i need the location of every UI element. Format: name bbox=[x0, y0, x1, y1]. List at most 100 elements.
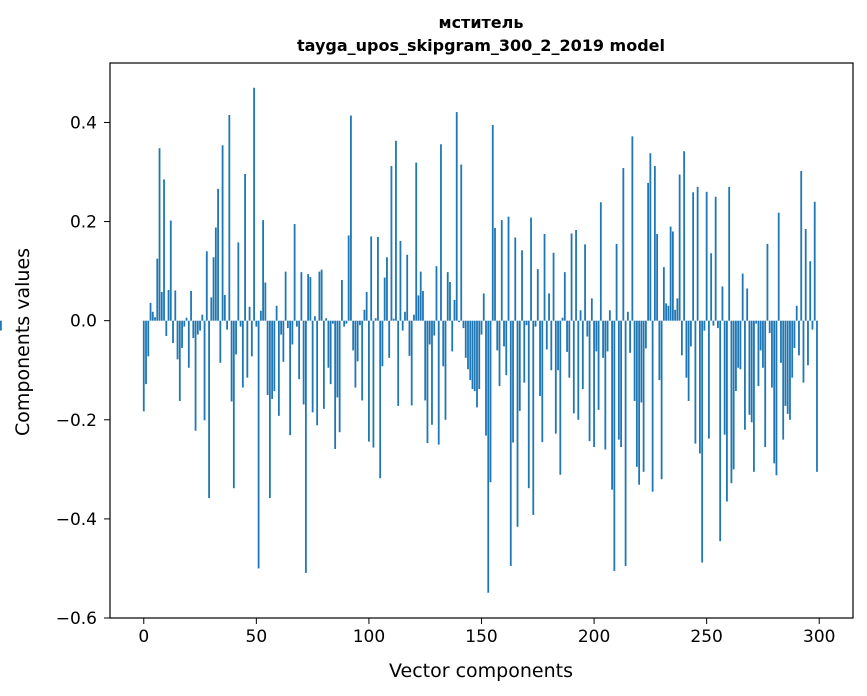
bar-112 bbox=[395, 140, 397, 321]
bar-167 bbox=[518, 320, 521, 411]
bar-128 bbox=[431, 320, 433, 425]
bar-94 bbox=[354, 320, 357, 388]
bar-48 bbox=[250, 320, 253, 357]
bar-72 bbox=[304, 320, 307, 573]
bar-51 bbox=[257, 320, 260, 569]
bar-68 bbox=[295, 320, 298, 327]
bar-78 bbox=[318, 271, 321, 321]
bar-195 bbox=[581, 320, 584, 390]
bar-84 bbox=[332, 320, 334, 324]
bar-297 bbox=[811, 320, 814, 330]
bar-253 bbox=[712, 320, 715, 326]
bar-299 bbox=[816, 320, 818, 472]
bar-159 bbox=[500, 220, 503, 321]
bar-277 bbox=[766, 243, 769, 321]
bar-225 bbox=[649, 153, 652, 321]
bar-286 bbox=[786, 320, 789, 414]
bar-124 bbox=[422, 290, 424, 321]
bar-233 bbox=[667, 305, 670, 321]
bar-202 bbox=[597, 320, 600, 410]
bar-156 bbox=[494, 228, 496, 321]
bar-66 bbox=[291, 320, 294, 345]
bar-126 bbox=[426, 320, 429, 444]
bar-13 bbox=[172, 320, 174, 343]
bar-188 bbox=[566, 320, 568, 352]
bar-142 bbox=[462, 320, 465, 329]
bar-99 bbox=[365, 291, 368, 321]
bar-89 bbox=[343, 320, 346, 327]
bar-155 bbox=[491, 124, 494, 321]
bar-256 bbox=[719, 320, 722, 542]
bar-undefined bbox=[0, 320, 2, 331]
bar-274 bbox=[759, 320, 762, 351]
bar-101 bbox=[370, 236, 373, 321]
bar-250 bbox=[705, 191, 708, 321]
bar-292 bbox=[800, 171, 803, 321]
bar-47 bbox=[248, 306, 251, 321]
bar-187 bbox=[563, 272, 566, 321]
bar-140 bbox=[458, 320, 460, 323]
bar-5 bbox=[154, 317, 156, 321]
bar-148 bbox=[476, 320, 478, 408]
bar-80 bbox=[322, 320, 325, 409]
bar-25 bbox=[199, 320, 201, 331]
bar-240 bbox=[683, 151, 686, 321]
bar-219 bbox=[635, 320, 638, 467]
bar-109 bbox=[388, 320, 391, 358]
bar-65 bbox=[289, 320, 292, 436]
bar-115 bbox=[401, 320, 404, 331]
bar-141 bbox=[460, 164, 463, 321]
bar-177 bbox=[541, 320, 544, 443]
bar-82 bbox=[327, 320, 330, 368]
bar-217 bbox=[631, 136, 634, 321]
bar-105 bbox=[379, 320, 382, 479]
bar-76 bbox=[313, 316, 316, 321]
bar-31 bbox=[212, 257, 215, 321]
bar-232 bbox=[665, 303, 668, 321]
bar-164 bbox=[512, 320, 514, 443]
bar-136 bbox=[449, 282, 451, 321]
bar-154 bbox=[489, 320, 492, 483]
bar-144 bbox=[467, 320, 469, 370]
bar-269 bbox=[748, 320, 751, 415]
y-axis-ticks: −0.6 −0.4 −0.2 0.0 0.2 0.4 bbox=[56, 113, 110, 629]
bar-108 bbox=[386, 257, 388, 321]
bar-98 bbox=[363, 309, 366, 321]
bar-122 bbox=[417, 295, 420, 321]
bar-289 bbox=[793, 320, 796, 348]
bar-88 bbox=[341, 280, 343, 321]
bar-228 bbox=[656, 233, 659, 321]
bar-39 bbox=[230, 320, 233, 402]
bar-151 bbox=[482, 293, 485, 321]
bar-44 bbox=[241, 320, 244, 388]
x-tick-label: 50 bbox=[246, 627, 268, 647]
bar-179 bbox=[545, 320, 548, 350]
bar-285 bbox=[784, 320, 787, 406]
bar-27 bbox=[203, 320, 206, 421]
bar-221 bbox=[640, 320, 643, 403]
bar-18 bbox=[183, 320, 186, 327]
bar-245 bbox=[694, 320, 697, 444]
bar-212 bbox=[620, 320, 622, 448]
bar-259 bbox=[726, 320, 728, 502]
bar-189 bbox=[568, 320, 571, 378]
bar-169 bbox=[523, 320, 526, 383]
bar-290 bbox=[795, 305, 798, 321]
bar-227 bbox=[653, 166, 656, 321]
bar-162 bbox=[507, 216, 510, 321]
bar-58 bbox=[273, 320, 276, 392]
bar-0 bbox=[142, 320, 145, 412]
bar-197 bbox=[586, 320, 589, 337]
bar-255 bbox=[717, 320, 719, 329]
bar-28 bbox=[205, 251, 208, 321]
bar-193 bbox=[577, 320, 580, 420]
bar-192 bbox=[575, 230, 577, 321]
bar-271 bbox=[753, 320, 755, 472]
bar-97 bbox=[361, 320, 364, 401]
bar-114 bbox=[399, 240, 402, 321]
bar-8 bbox=[160, 291, 163, 321]
bar-36 bbox=[223, 294, 226, 321]
bar-146 bbox=[471, 320, 474, 390]
bar-241 bbox=[685, 320, 688, 378]
bar-184 bbox=[557, 320, 559, 371]
